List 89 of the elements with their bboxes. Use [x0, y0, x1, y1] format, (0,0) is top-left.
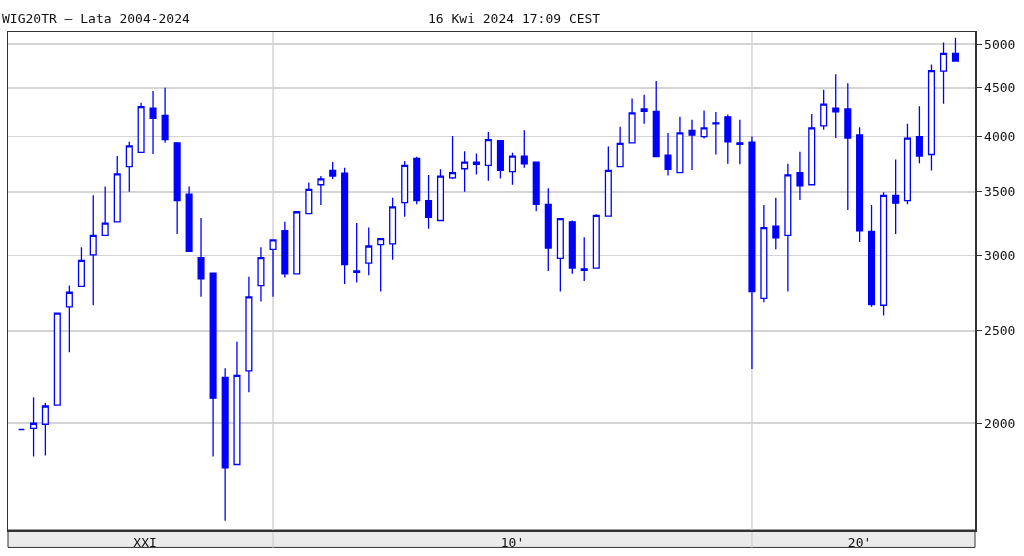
candlestick [77, 246, 85, 287]
candlestick [628, 97, 636, 144]
candlestick [113, 155, 121, 224]
candlestick [760, 204, 768, 303]
candlestick [413, 156, 421, 206]
candlestick [616, 126, 624, 168]
candlestick [101, 185, 109, 236]
candlestick [520, 129, 528, 169]
candlestick [436, 168, 445, 222]
candlestick [772, 197, 780, 251]
candlestick [149, 90, 157, 155]
candlestick [712, 111, 720, 156]
candlestick [461, 150, 469, 193]
candlestick [867, 204, 876, 308]
candlestick [245, 276, 253, 394]
candlestick [89, 194, 97, 306]
y-tick-label: 2500 [984, 323, 1016, 339]
candlestick [305, 181, 313, 215]
chart-title: WIG20TR – Lata 2004-2024 [2, 11, 191, 26]
candlestick [700, 109, 708, 140]
candlestick [30, 396, 38, 458]
candlestick [580, 236, 588, 282]
candlestick [676, 116, 684, 174]
y-tick-label: 3500 [984, 184, 1016, 200]
candlestick [65, 284, 73, 353]
y-tick-label: 5000 [984, 36, 1016, 52]
candlestick [652, 80, 660, 158]
candlestick [293, 211, 301, 275]
candlestick [844, 82, 852, 211]
candlestick [472, 152, 480, 176]
x-tick-label: XXI [133, 535, 157, 551]
candlestick [664, 132, 672, 177]
candlestick [832, 73, 840, 139]
candlestick [927, 63, 935, 172]
candlestick [221, 367, 229, 522]
candlestick [353, 222, 361, 284]
candlestick [425, 174, 433, 230]
candlestick [484, 131, 492, 182]
y-tick-label: 4500 [984, 80, 1016, 96]
candlestick [209, 272, 217, 458]
x-tick-label: 10' [500, 535, 525, 551]
candlestick [257, 246, 265, 303]
candlestick [544, 187, 552, 272]
candlestick [568, 219, 576, 275]
candlestick [808, 113, 816, 186]
candlestick [41, 402, 49, 457]
candlestick [688, 119, 696, 171]
candlestick [880, 191, 888, 317]
candlestick [915, 105, 923, 164]
x-tick-label: 20' [847, 535, 872, 551]
chart-subtitle: 16 Kwi 2024 17:09 CEST [428, 11, 601, 26]
candlestick [389, 197, 397, 261]
candlestick [784, 163, 792, 293]
candlestick [736, 119, 744, 165]
candlestick [233, 341, 241, 466]
candlestick [449, 135, 457, 180]
candlestick [161, 87, 169, 144]
candlestick [939, 41, 948, 105]
candlestick [185, 185, 193, 253]
candlestick [365, 226, 373, 276]
candlestick [892, 158, 900, 235]
candlestick [125, 141, 133, 193]
candlestick [317, 175, 325, 206]
candlestick [197, 217, 205, 298]
candlestick [640, 94, 648, 125]
candlestick [556, 217, 564, 293]
candlestick [903, 123, 912, 206]
candlestick [281, 221, 289, 279]
candlestick [53, 312, 61, 406]
candlestick [401, 160, 409, 218]
candlestick [951, 37, 959, 62]
candlestick [532, 161, 540, 212]
candlestick [508, 152, 517, 186]
y-tick-label: 2000 [984, 415, 1016, 431]
candlestick [329, 161, 337, 180]
candlestick [496, 140, 504, 180]
candlestick [604, 145, 612, 217]
candlestick [820, 89, 828, 131]
y-tick-label: 4000 [984, 129, 1016, 145]
candlestick [592, 213, 600, 269]
candlestick [796, 151, 804, 201]
candlestick [377, 237, 385, 293]
candlestick [724, 113, 732, 165]
y-tick-label: 3000 [984, 248, 1016, 264]
candlestick [269, 239, 277, 298]
candlestick [137, 102, 145, 153]
candlestick [856, 126, 864, 243]
candlestick [173, 142, 181, 235]
candlestick [341, 167, 349, 285]
